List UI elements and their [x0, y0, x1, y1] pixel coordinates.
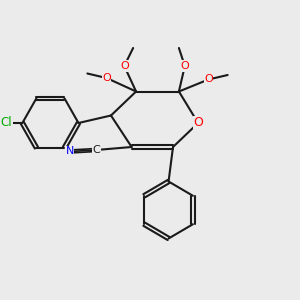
Text: O: O	[193, 116, 203, 130]
Text: O: O	[102, 73, 111, 83]
Text: O: O	[180, 61, 189, 71]
Text: N: N	[65, 146, 74, 157]
Text: C: C	[92, 145, 100, 155]
Text: Cl: Cl	[0, 116, 12, 130]
Text: O: O	[120, 61, 129, 71]
Text: O: O	[204, 74, 213, 85]
